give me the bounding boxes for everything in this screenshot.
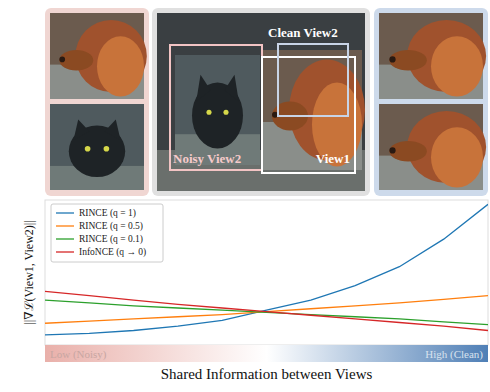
legend-swatch	[56, 251, 74, 252]
cat-eye	[104, 146, 110, 152]
dog-snout	[389, 141, 426, 162]
cat-eye	[206, 110, 211, 115]
panel-scene	[152, 8, 370, 196]
legend-box	[51, 204, 163, 262]
dog-photo	[379, 104, 486, 190]
dog-snout	[59, 50, 93, 71]
dog-snout	[389, 50, 426, 71]
scene-photo	[157, 13, 365, 191]
noisy-view2-box	[170, 45, 262, 170]
cat-ear	[74, 119, 90, 140]
series-line	[45, 296, 488, 324]
dog-photo	[50, 13, 147, 99]
legend-label: RINCE (q = 1)	[79, 208, 136, 219]
legend-swatch	[56, 212, 74, 213]
x-axis-label: Shared Information between Views	[161, 366, 373, 382]
legend: RINCE (q = 1) RINCE (q = 0.5) RINCE (q = 0…	[51, 204, 163, 262]
annotation: High (Clean)	[425, 348, 483, 361]
annotation: Low (Noisy)	[50, 348, 107, 361]
cat-photo	[175, 55, 260, 165]
panel-noisy	[45, 8, 149, 196]
photo-bg	[175, 55, 260, 165]
dog-photo	[379, 13, 486, 99]
view-label: View1	[316, 151, 350, 166]
view-label: Clean View2	[268, 25, 338, 40]
dog-ear	[431, 36, 483, 96]
lines	[45, 204, 488, 335]
dog-nose	[59, 57, 65, 63]
cat-ear	[196, 75, 210, 101]
cat-ear	[224, 75, 238, 101]
dog-nose	[389, 56, 395, 62]
dog-ear	[97, 36, 144, 96]
y-axis-label: ||∇ℒ(View1, View2)||	[22, 220, 36, 324]
dog-ear	[431, 127, 483, 187]
legend-label: RINCE (q = 0.1)	[79, 234, 143, 245]
view-label: Noisy View2	[173, 151, 241, 166]
dog-nose	[389, 147, 395, 153]
photo-bg	[50, 104, 144, 190]
photo-bg	[157, 13, 365, 191]
legend-label: InfoNCE (q → 0)	[79, 247, 146, 258]
series-line	[45, 300, 488, 325]
cat-photo	[50, 104, 144, 190]
cat-eye	[223, 110, 228, 115]
info-gradient-bar	[45, 345, 488, 362]
panel-clean	[374, 8, 488, 196]
legend-swatch	[56, 238, 74, 239]
series-line	[45, 204, 488, 335]
figure: Clean View2 View1 Noisy View2 RINCE (q = 1)…	[0, 0, 490, 392]
cat-eye	[85, 146, 91, 152]
plot-frame	[45, 200, 488, 345]
clean-view2-box	[278, 44, 348, 116]
cat-ear	[105, 119, 121, 140]
series-line	[45, 291, 488, 330]
legend-label: RINCE (q = 0.5)	[79, 221, 143, 232]
legend-swatch	[56, 225, 74, 226]
